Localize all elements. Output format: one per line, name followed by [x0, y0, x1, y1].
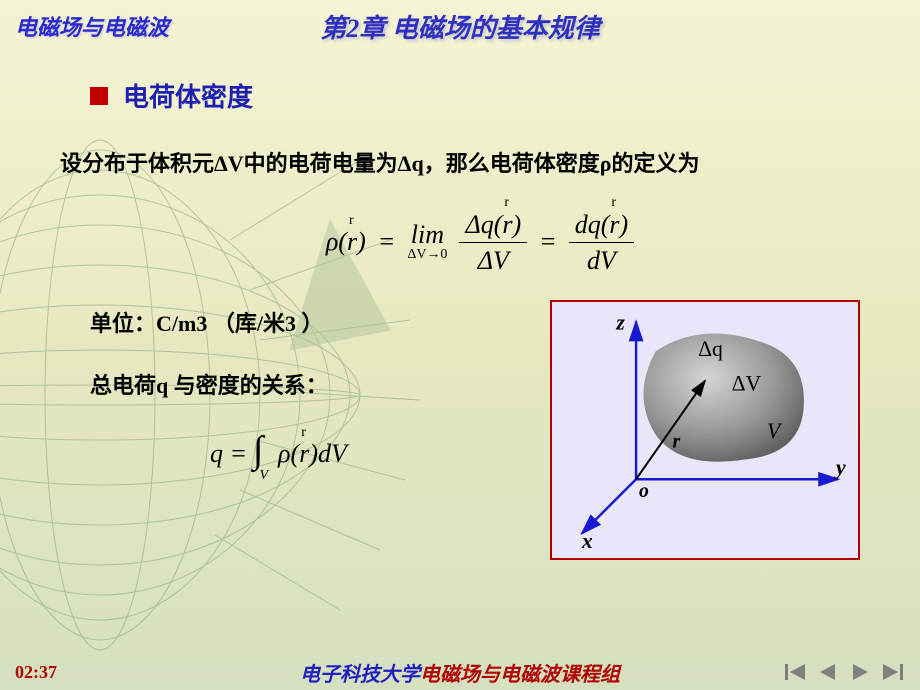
dV-label: ΔV — [732, 372, 762, 396]
equals-2: = — [539, 227, 557, 257]
limit-symbol: lim — [411, 222, 444, 248]
nav-controls — [783, 661, 905, 683]
limit-sub: ΔV→0 — [407, 248, 447, 262]
bullet-icon — [90, 87, 108, 105]
course-name: 电磁场与电磁波 — [15, 15, 169, 40]
section-heading: 电荷体密度 — [90, 77, 870, 114]
nav-prev-button[interactable] — [815, 661, 841, 683]
chapter-title: 第2章 电磁场的基本规律 — [320, 8, 600, 45]
dq-label: Δq — [698, 337, 723, 361]
section-title: 电荷体密度 — [123, 77, 253, 114]
nav-first-button[interactable] — [783, 661, 809, 683]
x-label: x — [581, 529, 593, 553]
slide: 电磁场与电磁波 第2章 电磁场的基本规律 电荷体密度 设分布于体积元ΔV中的电荷… — [0, 0, 920, 690]
header: 电磁场与电磁波 第2章 电磁场的基本规律 — [0, 0, 920, 47]
intro-text: 设分布于体积元ΔV中的电荷电量为Δq，那么电荷体密度ρ的定义为 — [60, 144, 870, 184]
equation-rho: ρ(r) = lim ΔV→0 Δq(r) ΔV = dq(r) dV — [90, 209, 870, 276]
equals-1: = — [378, 227, 396, 257]
time-display: 02:37 — [15, 662, 57, 683]
x-axis — [582, 479, 636, 533]
org-name: 电子科技大学 — [300, 664, 420, 686]
course-group: 电磁场与电磁波课程组 — [420, 664, 620, 686]
z-label: z — [615, 311, 625, 335]
coordinate-diagram: z y x o r Δq ΔV V — [550, 300, 860, 560]
footer-org: 电子科技大学电磁场与电磁波课程组 — [300, 658, 620, 687]
y-label: y — [833, 455, 846, 479]
origin-label: o — [639, 480, 649, 502]
r-label: r — [673, 431, 681, 453]
nav-last-button[interactable] — [879, 661, 905, 683]
nav-next-button[interactable] — [847, 661, 873, 683]
footer: 02:37 电子科技大学电磁场与电磁波课程组 — [0, 654, 920, 690]
